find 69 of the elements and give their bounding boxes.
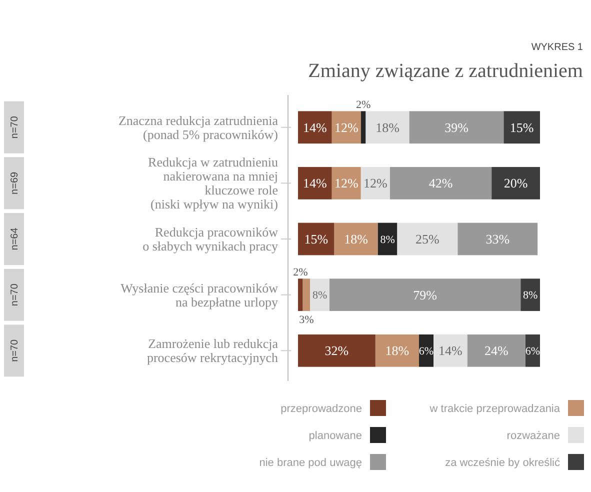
- data-label: 42%: [428, 176, 453, 191]
- bar: [409, 111, 504, 144]
- data-label: 25%: [416, 232, 440, 247]
- y-tick-label: Zamrożenie lub redukcja procesów rekrytacyjnych: [146, 336, 278, 366]
- bar: [332, 111, 361, 144]
- data-label: 79%: [413, 287, 438, 302]
- data-label: 18%: [344, 232, 368, 247]
- bar: [397, 222, 458, 256]
- bar: [520, 278, 540, 312]
- text: n=64: [10, 227, 20, 250]
- bar: [302, 278, 310, 312]
- data-label: 6%: [525, 345, 540, 358]
- data-label: 15%: [510, 120, 534, 135]
- bar: [298, 111, 332, 144]
- y-tick-label: Redukcja w zatrudnieniu nakierowana na mniej kluczowe role (niski wpływ na wyniki): [148, 154, 278, 212]
- data-label: 12%: [364, 176, 388, 191]
- data-label: 8%: [380, 234, 395, 246]
- data-label: 12%: [334, 176, 358, 191]
- data-label: 2%: [356, 99, 371, 112]
- bar: [504, 111, 540, 144]
- text: n=69: [10, 171, 20, 194]
- data-label: 8%: [312, 290, 328, 302]
- data-label: 3%: [299, 314, 314, 326]
- legend-label: w trakcie przeprowadzania: [428, 402, 561, 415]
- data-label: 33%: [486, 232, 510, 247]
- bar: [467, 334, 526, 367]
- y-tick-label: Wysłanie części pracowników na bezpłatne urlopy: [120, 280, 279, 310]
- bar: [366, 111, 410, 144]
- data-label: 14%: [303, 176, 328, 191]
- chart-title: Zmiany związane z zatrudnieniem: [308, 60, 584, 82]
- legend-label: przeprowadzone: [280, 402, 362, 415]
- bar: [332, 166, 361, 200]
- data-label: 39%: [444, 120, 469, 135]
- chart-subtitle: WYKRES 1: [531, 42, 584, 53]
- bar: [298, 222, 334, 256]
- legend-label: nie brane pod uwagę: [259, 456, 362, 469]
- bar: [360, 166, 390, 200]
- y-tick-label: Redukcja pracowników o słabych wynikach pracy: [142, 224, 279, 254]
- data-label: 32%: [324, 343, 349, 358]
- bar: [360, 111, 366, 144]
- data-label: 18%: [385, 343, 410, 358]
- legend-label: za wcześnie by określić: [445, 456, 560, 469]
- data-label: 14%: [303, 120, 328, 135]
- bar: [298, 166, 332, 200]
- data-label: 20%: [504, 176, 528, 191]
- bar: [334, 222, 378, 256]
- legend-label: planowane: [308, 430, 362, 442]
- text: n=70: [10, 116, 20, 139]
- text: n=70: [10, 283, 20, 306]
- bar: [329, 278, 521, 312]
- data-label: 8%: [522, 290, 538, 302]
- bar: [298, 278, 303, 312]
- data-label: 6%: [418, 345, 434, 358]
- bar: [434, 334, 468, 367]
- bar: [298, 334, 376, 367]
- data-label: 15%: [304, 232, 328, 247]
- data-label: 24%: [484, 343, 509, 358]
- text: n=70: [10, 338, 20, 362]
- bar: [310, 278, 330, 312]
- bar: [458, 222, 538, 256]
- legend-label: rozważane: [506, 430, 560, 442]
- bar: [492, 166, 540, 200]
- bar: [390, 166, 492, 200]
- data-label: 14%: [438, 343, 463, 358]
- data-label: 18%: [376, 120, 400, 135]
- bar: [375, 334, 419, 367]
- data-label: 12%: [334, 120, 358, 135]
- data-label: 2%: [293, 266, 308, 278]
- y-tick-label: Znaczna redukcja zatrudnienia (ponad 5% pracowników): [118, 112, 278, 142]
